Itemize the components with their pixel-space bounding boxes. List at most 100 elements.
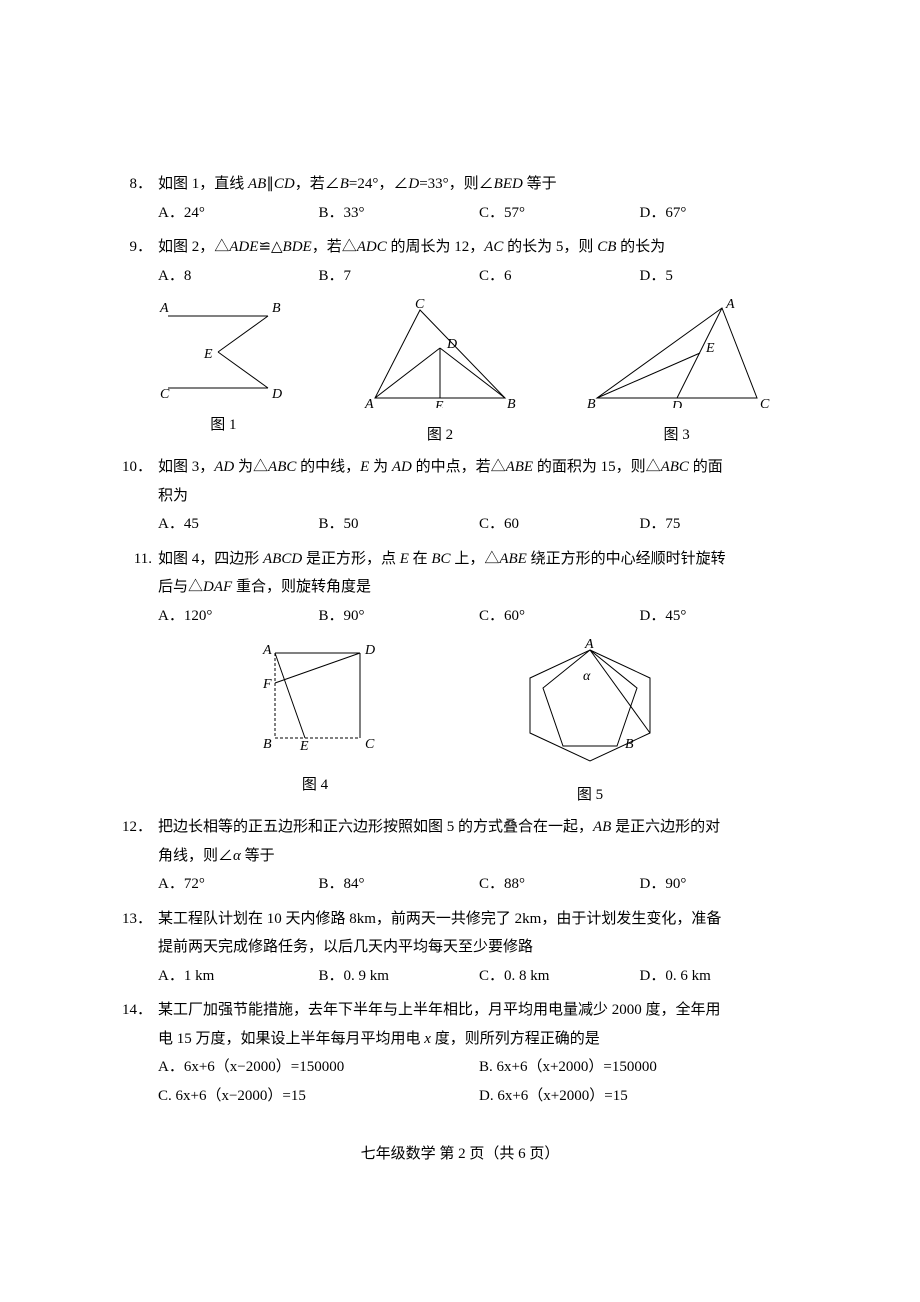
- q13b: 0. 9 km: [344, 968, 389, 984]
- q13c: 0. 8 km: [504, 968, 549, 984]
- q12c2: 等于: [241, 848, 275, 864]
- q11-num: 11.: [120, 545, 158, 574]
- q11t0: 如图 4，四边形: [158, 551, 263, 567]
- svg-text:E: E: [705, 341, 715, 356]
- svg-text:C: C: [760, 397, 770, 408]
- q9t7: AC: [484, 239, 503, 255]
- q10t7: AD: [392, 459, 412, 475]
- q9-opt-c: C．6: [479, 262, 640, 291]
- q11c1: DAF: [203, 579, 232, 595]
- question-11: 11. 如图 4，四边形 ABCD 是正方形，点 E 在 BC 上，△ABE 绕…: [120, 545, 800, 631]
- q10t10: 的面积为 15，则△: [533, 459, 661, 475]
- q13-text: 某工程队计划在 10 天内修路 8km，前两天一共修完了 2km，由于计划发生变…: [158, 905, 800, 934]
- q11t8: 绕正方形的中心经顺时针旋转: [527, 551, 726, 567]
- q9t5: ADC: [357, 239, 387, 255]
- q9t8: 的长为 5，则: [503, 239, 597, 255]
- q10d: 75: [665, 516, 680, 532]
- l13A: A．: [158, 968, 184, 984]
- lD: D．: [640, 268, 666, 284]
- q10-cont: 积为: [158, 482, 800, 511]
- fig1-svg: ABCDE: [148, 298, 298, 398]
- q10-text: 如图 3，AD 为△ABC 的中线，E 为 AD 的中点，若△ABE 的面积为 …: [158, 453, 800, 482]
- svg-text:B: B: [507, 397, 516, 408]
- q8-t8: =33°，则∠: [419, 176, 493, 192]
- svg-text:D: D: [671, 399, 682, 408]
- lblD: D．: [640, 205, 666, 221]
- l10D: D．: [640, 516, 666, 532]
- q8-t7: D: [408, 176, 419, 192]
- q12c0: 角线，则∠: [158, 848, 233, 864]
- l11A: A．: [158, 608, 184, 624]
- l10C: C．: [479, 516, 504, 532]
- q8-t5: B: [340, 176, 349, 192]
- q10-num: 10．: [120, 453, 158, 482]
- figure-3: ABCDE 图 3: [582, 298, 772, 449]
- q12d: 90°: [665, 876, 686, 892]
- q9a: 8: [184, 268, 192, 284]
- lB: B．: [319, 268, 344, 284]
- svg-text:D: D: [364, 643, 375, 658]
- q14c1: x: [424, 1031, 431, 1047]
- fig5-svg: ABα: [505, 638, 675, 768]
- q11c2: 重合，则旋转角度是: [232, 579, 371, 595]
- l12C: C．: [479, 876, 504, 892]
- q9c: 6: [504, 268, 512, 284]
- q11t3: E: [400, 551, 409, 567]
- q10b: 50: [344, 516, 359, 532]
- q10c: 60: [504, 516, 519, 532]
- q11t1: ABCD: [263, 551, 302, 567]
- q13-num: 13．: [120, 905, 158, 934]
- q8-t4: ，若∠: [295, 176, 340, 192]
- q10t9: ABE: [506, 459, 534, 475]
- q14-opt-c: C. 6x+6（x−2000）=15: [158, 1082, 479, 1111]
- q10t12: 的面: [689, 459, 723, 475]
- q10t4: 的中线，: [296, 459, 360, 475]
- q9t1: ADE: [229, 239, 258, 255]
- l10B: B．: [319, 516, 344, 532]
- q13-options: A．1 km B．0. 9 km C．0. 8 km D．0. 6 km: [158, 962, 800, 991]
- fig1-caption: 图 1: [148, 411, 298, 440]
- q12-opt-a: A．72°: [158, 870, 319, 899]
- svg-text:A: A: [262, 643, 272, 658]
- page-footer: 七年级数学 第 2 页（共 6 页）: [120, 1140, 800, 1169]
- q9-text: 如图 2，△ADE≌△BDE，若△ADC 的周长为 12，AC 的长为 5，则 …: [158, 233, 800, 262]
- figure-2: ABCDE 图 2: [355, 298, 525, 449]
- fig2-svg: ABCDE: [355, 298, 525, 408]
- q11t6: 上，△: [451, 551, 500, 567]
- q11t4: 在: [409, 551, 432, 567]
- q11t7: ABE: [499, 551, 527, 567]
- q11-opt-d: D．45°: [640, 602, 801, 631]
- q11-options: A．120° B．90° C．60° D．45°: [158, 602, 800, 631]
- q8-t6: =24°，∠: [349, 176, 408, 192]
- lC: C．: [479, 268, 504, 284]
- q10t1: AD: [214, 459, 234, 475]
- svg-text:A: A: [159, 301, 169, 316]
- q8-t2: ∥: [266, 176, 274, 192]
- q13-opt-b: B．0. 9 km: [319, 962, 480, 991]
- q11t5: BC: [431, 551, 450, 567]
- q9d: 5: [665, 268, 673, 284]
- q10-opt-c: C．60: [479, 510, 640, 539]
- q9t10: 的长为: [616, 239, 665, 255]
- q12t2: 是正六边形的对: [611, 819, 720, 835]
- q8-opt-b: B．33°: [319, 199, 480, 228]
- svg-text:F: F: [262, 677, 272, 692]
- q10t6: 为: [369, 459, 392, 475]
- figure-row-1: ABCDE 图 1 ABCDE 图 2 ABCDE 图 3: [120, 298, 800, 449]
- svg-text:B: B: [263, 737, 272, 752]
- q11a: 120°: [184, 608, 213, 624]
- q14-num: 14．: [120, 996, 158, 1025]
- svg-text:B: B: [587, 397, 596, 408]
- q14-text: 某工厂加强节能措施，去年下半年与上半年相比，月平均用电量减少 2000 度，全年…: [158, 996, 800, 1025]
- question-9: 9． 如图 2，△ADE≌△BDE，若△ADC 的周长为 12，AC 的长为 5…: [120, 233, 800, 290]
- q9t9: CB: [597, 239, 616, 255]
- svg-text:C: C: [415, 298, 425, 312]
- q12t1: AB: [593, 819, 611, 835]
- svg-text:A: A: [364, 397, 374, 408]
- fig3-svg: ABCDE: [582, 298, 772, 408]
- q12-opt-d: D．90°: [640, 870, 801, 899]
- q13d: 0. 6 km: [665, 968, 710, 984]
- q8-t0: 如图 1，直线: [158, 176, 248, 192]
- svg-text:D: D: [271, 387, 282, 398]
- q8b: 33°: [344, 205, 365, 221]
